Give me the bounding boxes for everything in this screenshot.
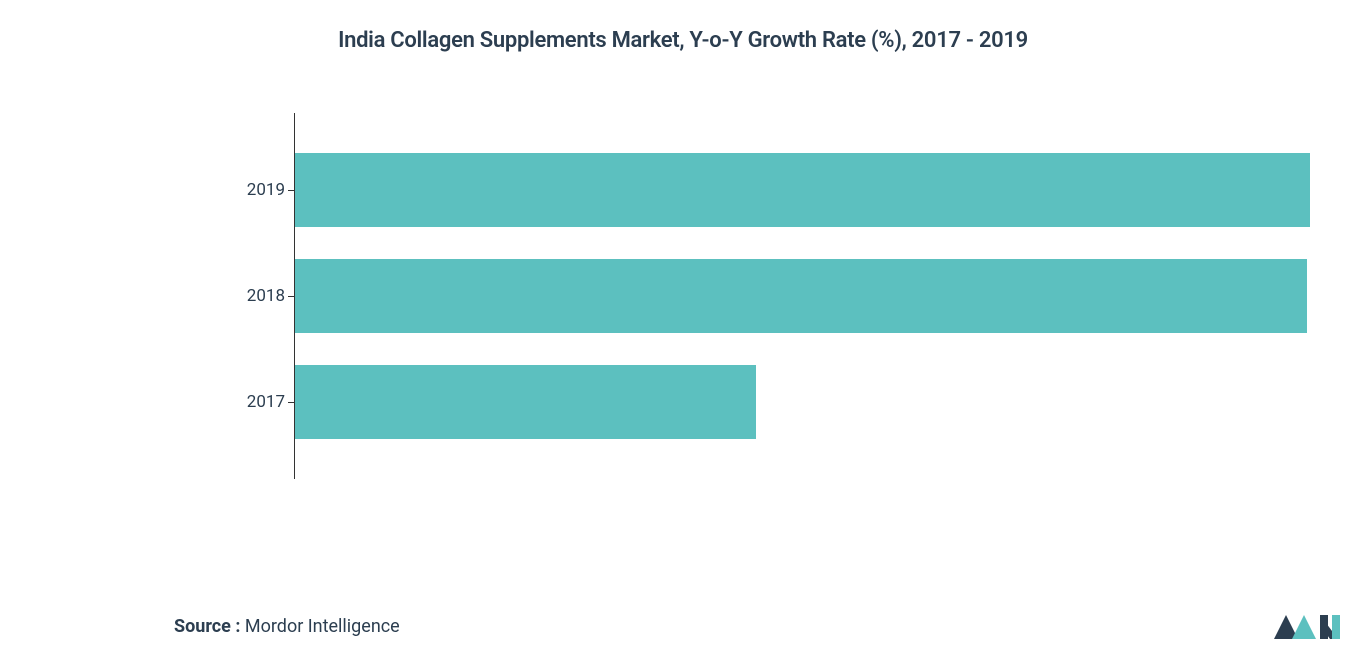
chart-area: 2019 2018 2017 — [295, 153, 1316, 439]
bar-category-label: 2018 — [235, 286, 285, 306]
chart-title: India Collagen Supplements Market, Y-o-Y… — [50, 28, 1316, 53]
source-line: Source : Mordor Intelligence — [174, 616, 400, 637]
bar-row: 2019 — [295, 153, 1316, 227]
axis-tick — [288, 296, 295, 297]
chart-container: India Collagen Supplements Market, Y-o-Y… — [0, 0, 1366, 655]
source-label: Source : — [174, 616, 245, 637]
bar-row: 2017 — [295, 365, 1316, 439]
bar-category-label: 2019 — [235, 180, 285, 200]
bar — [295, 153, 1310, 227]
bar-category-label: 2017 — [235, 392, 285, 412]
bar-row: 2018 — [295, 259, 1316, 333]
bars-wrapper: 2019 2018 2017 — [295, 153, 1316, 439]
bar — [295, 259, 1307, 333]
mordor-logo-icon — [1270, 607, 1342, 647]
bar — [295, 365, 756, 439]
source-value: Mordor Intelligence — [245, 616, 400, 637]
axis-tick — [288, 190, 295, 191]
axis-tick — [288, 402, 295, 403]
